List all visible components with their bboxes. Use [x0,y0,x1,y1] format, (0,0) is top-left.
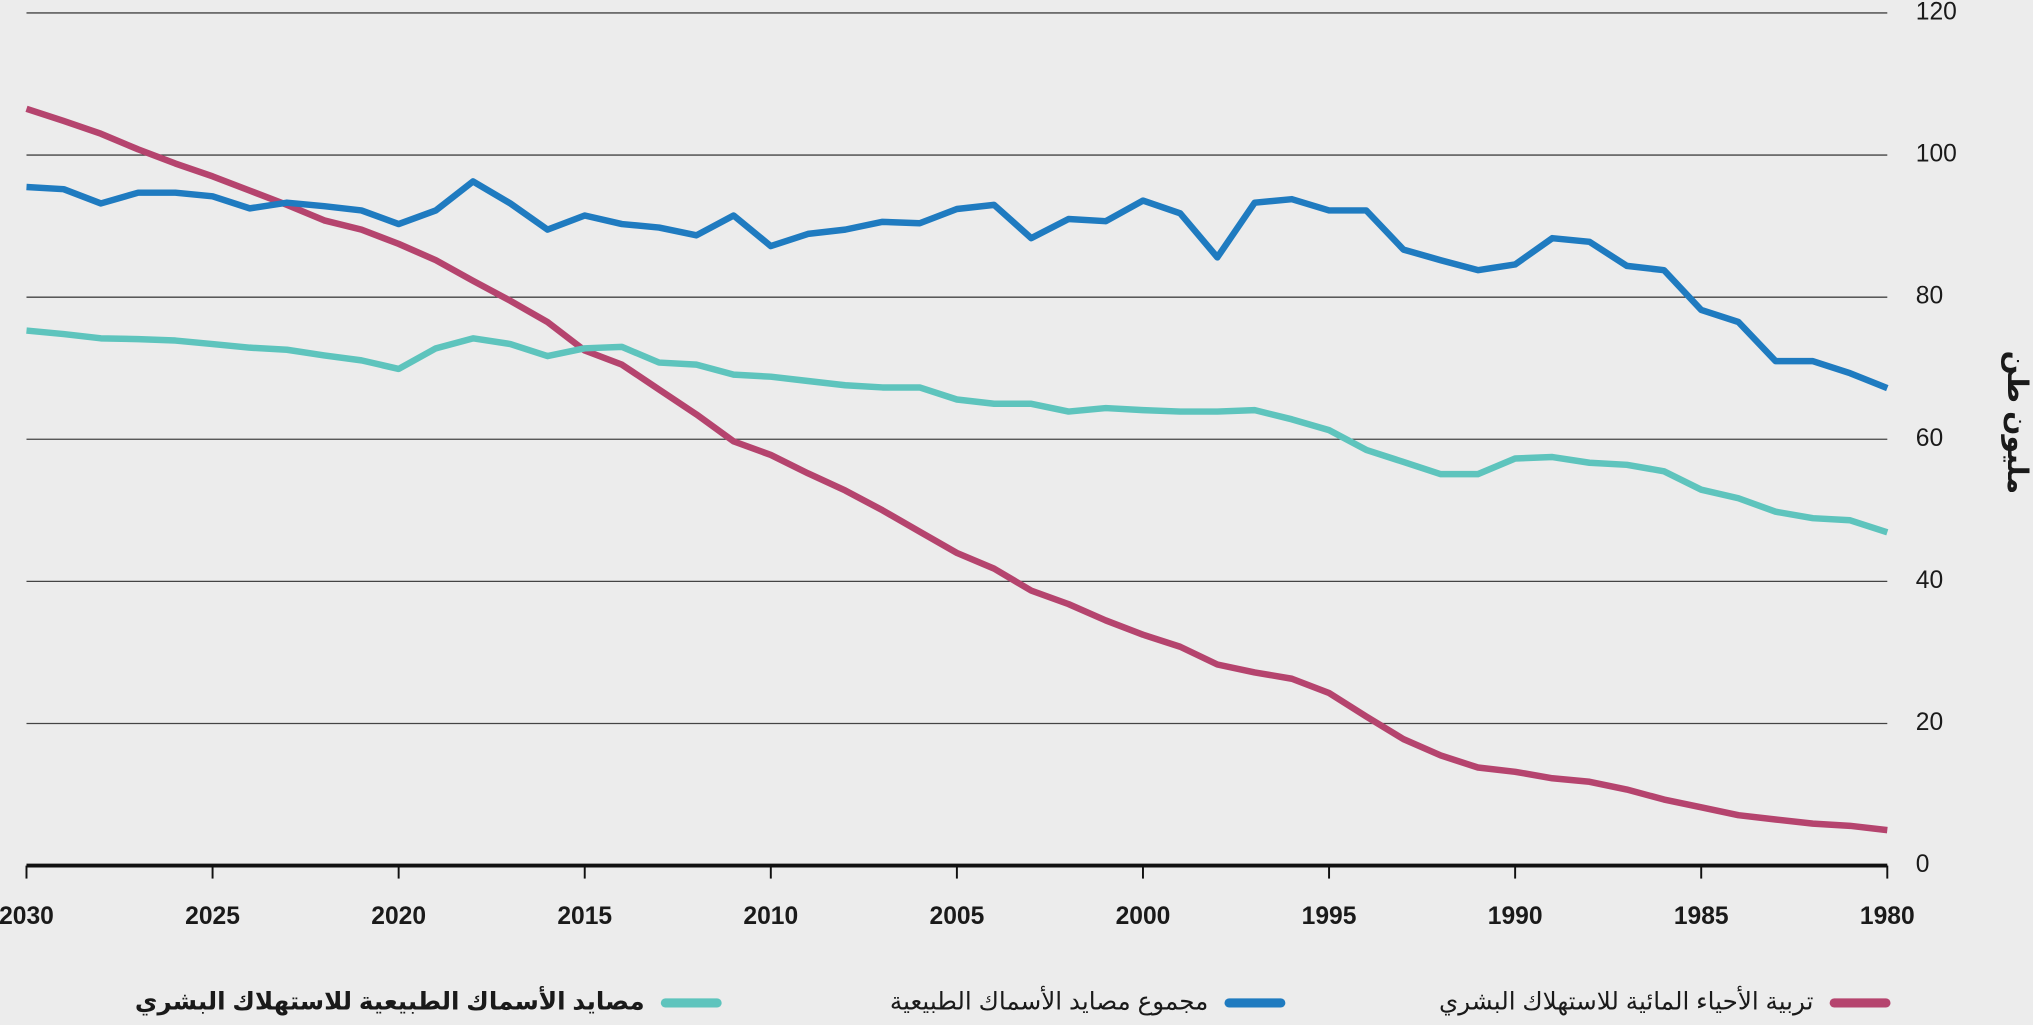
y-axis-label: مليون طن [2001,351,2033,495]
legend-label: مصايد الأسماك الطبيعية للاستهلاك البشري [135,985,645,1016]
legend-label: مجموع مصايد الأسماك الطبيعية [890,985,1208,1015]
x-tick-label: 2015 [557,903,612,930]
legend-label: تربية الأحياء المائية للاستهلاك البشري [1439,985,1813,1015]
y-tick-label: 40 [1916,567,1943,594]
series-line [26,327,1889,536]
y-tick-label: 0 [1916,851,1930,878]
x-tick-label: 2000 [1116,903,1171,930]
x-tick-label: 2010 [743,903,798,930]
series-line [25,105,1888,834]
y-tick-label: 20 [1916,709,1943,736]
series-line [26,178,1889,392]
x-tick-label: 1990 [1488,903,1543,930]
x-tick-label: 1995 [1302,903,1357,930]
y-tick-label: 80 [1916,283,1943,310]
x-tick-label: 2020 [371,903,426,930]
y-tick-label: 100 [1916,141,1957,168]
y-tick-label: 60 [1916,425,1943,452]
x-tick-label: 1980 [1860,903,1915,930]
x-tick-label: 2025 [185,903,240,930]
y-tick-label: 120 [1916,0,1957,25]
x-tick-label: 2030 [0,903,54,930]
x-tick-label: 1985 [1674,903,1729,930]
x-tick-label: 2005 [930,903,985,930]
